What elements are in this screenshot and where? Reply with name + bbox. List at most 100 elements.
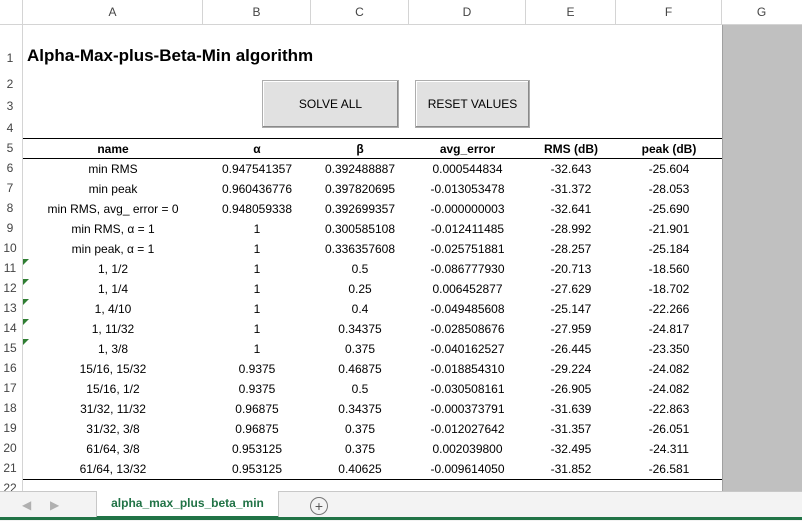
cell-avg-error[interactable]: -0.009614050: [409, 459, 526, 480]
cell-alpha[interactable]: 0.947541357: [221, 162, 293, 176]
cell-name[interactable]: 15/16, 1/2: [86, 382, 140, 396]
header-name[interactable]: name: [23, 138, 203, 159]
row-header-9[interactable]: 9: [6, 221, 14, 235]
cell-peak[interactable]: -28.053: [648, 182, 690, 196]
cell-beta[interactable]: 0.34375: [338, 322, 382, 336]
error-indicator-icon[interactable]: [23, 259, 29, 265]
header-beta[interactable]: β: [311, 138, 409, 159]
row-header-19[interactable]: 19: [3, 421, 17, 435]
sheet-tab-alpha-max-plus-beta-min[interactable]: alpha_max_plus_beta_min: [96, 491, 279, 519]
cell-peak[interactable]: -24.082: [648, 382, 690, 396]
cell-peak[interactable]: -18.560: [648, 262, 690, 276]
cell-avg-error[interactable]: -0.000000003: [430, 202, 505, 216]
header-alpha[interactable]: α: [203, 138, 311, 159]
cell-peak[interactable]: -18.702: [648, 282, 690, 296]
cell-avg-error[interactable]: -0.018854310: [430, 362, 505, 376]
header-peak-db[interactable]: peak (dB): [616, 138, 722, 159]
cell-peak[interactable]: -26.581: [616, 459, 722, 480]
row-header-4[interactable]: 4: [6, 121, 14, 135]
cell-beta[interactable]: 0.392488887: [324, 162, 396, 176]
header-avg-error[interactable]: avg_error: [409, 138, 526, 159]
cell-avg-error[interactable]: -0.012027642: [430, 422, 505, 436]
cell-beta[interactable]: 0.5: [351, 382, 369, 396]
cell-peak[interactable]: -22.266: [648, 302, 690, 316]
row-header-1[interactable]: 1: [6, 51, 14, 65]
column-header-e[interactable]: E: [526, 0, 616, 24]
cell-avg-error[interactable]: 0.002039800: [432, 442, 503, 456]
cell-rms[interactable]: -32.643: [550, 162, 592, 176]
error-indicator-icon[interactable]: [23, 319, 29, 325]
cell-beta[interactable]: 0.336357608: [324, 242, 396, 256]
cell-avg-error[interactable]: 0.000544834: [432, 162, 503, 176]
cell-name[interactable]: min RMS, α = 1: [71, 222, 155, 236]
cell-alpha[interactable]: 0.953125: [203, 459, 311, 480]
row-header-22[interactable]: 22: [3, 481, 17, 491]
cell-rms[interactable]: -29.224: [550, 362, 592, 376]
cell-alpha[interactable]: 0.96875: [235, 402, 279, 416]
cell-beta[interactable]: 0.375: [344, 422, 376, 436]
row-header-16[interactable]: 16: [3, 361, 17, 375]
cell-peak[interactable]: -23.350: [648, 342, 690, 356]
column-header-g[interactable]: G: [756, 5, 767, 19]
cell-name[interactable]: min RMS: [88, 162, 138, 176]
cell-avg-error[interactable]: -0.000373791: [430, 402, 505, 416]
cell-alpha[interactable]: 1: [253, 242, 261, 256]
cell-name[interactable]: min RMS, avg_ error = 0: [47, 202, 179, 216]
cell-avg-error[interactable]: -0.040162527: [430, 342, 505, 356]
cell-rms[interactable]: -28.257: [550, 242, 592, 256]
row-header-14[interactable]: 14: [3, 321, 17, 335]
cell-alpha[interactable]: 1: [253, 302, 261, 316]
cell-name[interactable]: 31/32, 3/8: [86, 422, 140, 436]
cell-name[interactable]: 1, 4/10: [94, 302, 132, 316]
cell-alpha[interactable]: 0.96875: [235, 422, 279, 436]
cell-alpha[interactable]: 0.9375: [238, 382, 276, 396]
cell-rms[interactable]: -27.629: [550, 282, 592, 296]
cell-name[interactable]: 1, 11/32: [91, 322, 135, 336]
cell-beta[interactable]: 0.397820695: [324, 182, 396, 196]
cell-avg-error[interactable]: -0.028508676: [430, 322, 505, 336]
cell-avg-error[interactable]: -0.025751881: [430, 242, 505, 256]
row-header-13[interactable]: 13: [3, 301, 17, 315]
cell-beta[interactable]: 0.40625: [311, 459, 409, 480]
cell-peak[interactable]: -22.863: [648, 402, 690, 416]
cell-rms[interactable]: -31.852: [526, 459, 616, 480]
select-all-corner[interactable]: [0, 0, 23, 24]
next-sheet-arrow-icon[interactable]: ▶: [50, 498, 60, 512]
row-header-2[interactable]: 2: [6, 77, 14, 91]
cell-alpha[interactable]: 0.960436776: [221, 182, 293, 196]
cell-beta[interactable]: 0.375: [344, 442, 376, 456]
cell-name[interactable]: 31/32, 11/32: [80, 402, 146, 416]
cell-alpha[interactable]: 0.953125: [231, 442, 283, 456]
cell-name[interactable]: 1, 3/8: [97, 342, 129, 356]
cell-peak[interactable]: -26.051: [648, 422, 690, 436]
error-indicator-icon[interactable]: [23, 339, 29, 345]
cell-alpha[interactable]: 0.9375: [238, 362, 276, 376]
cell-alpha[interactable]: 1: [253, 282, 261, 296]
reset-values-button[interactable]: RESET VALUES: [415, 80, 530, 128]
cell-rms[interactable]: -20.713: [550, 262, 592, 276]
row-header-7[interactable]: 7: [6, 181, 14, 195]
row-header-20[interactable]: 20: [3, 441, 17, 455]
cell-alpha[interactable]: 1: [253, 342, 261, 356]
cell-alpha[interactable]: 1: [253, 322, 261, 336]
solve-all-button[interactable]: SOLVE ALL: [262, 80, 399, 128]
cell-beta[interactable]: 0.46875: [338, 362, 382, 376]
cell-name[interactable]: 15/16, 15/32: [79, 362, 147, 376]
cell-alpha[interactable]: 1: [253, 262, 261, 276]
row-header-17[interactable]: 17: [3, 381, 17, 395]
error-indicator-icon[interactable]: [23, 279, 29, 285]
cell-beta[interactable]: 0.392699357: [324, 202, 396, 216]
cell-avg-error[interactable]: -0.086777930: [430, 262, 505, 276]
cell-avg-error[interactable]: 0.006452877: [432, 282, 503, 296]
cell-peak[interactable]: -24.082: [648, 362, 690, 376]
header-rms-db[interactable]: RMS (dB): [526, 138, 616, 159]
cell-rms[interactable]: -28.992: [550, 222, 592, 236]
row-header-5[interactable]: 5: [6, 141, 14, 155]
cell-name[interactable]: 61/64, 3/8: [86, 442, 140, 456]
cell-avg-error[interactable]: -0.030508161: [430, 382, 505, 396]
cell-rms[interactable]: -26.445: [550, 342, 592, 356]
column-header-d[interactable]: D: [409, 0, 526, 24]
cell-avg-error[interactable]: -0.049485608: [430, 302, 505, 316]
error-indicator-icon[interactable]: [23, 299, 29, 305]
cell-rms[interactable]: -26.905: [550, 382, 592, 396]
